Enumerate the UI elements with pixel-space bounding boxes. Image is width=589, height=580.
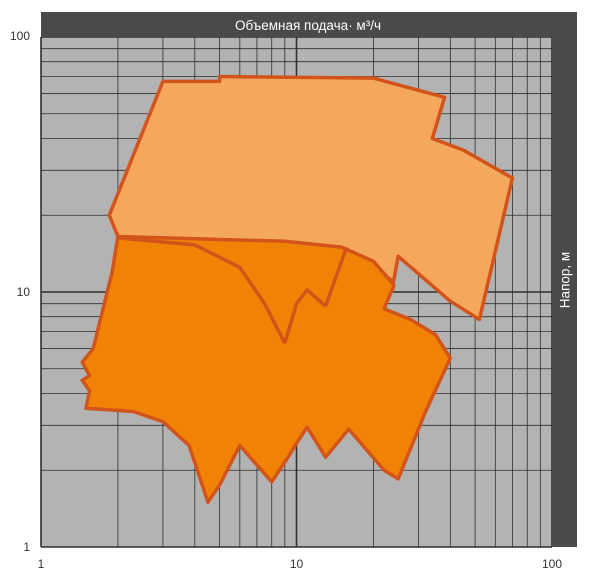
performance-fields: [80, 74, 515, 504]
field-boundary-2: [283, 288, 327, 344]
field-boundary-3: [323, 246, 349, 307]
xlabel-band: [41, 12, 577, 37]
ylabel: Напор, м: [558, 252, 573, 308]
x-tick-labels: 1 10 100: [38, 557, 563, 571]
xlabel: Объемная подача· м³/ч: [235, 18, 381, 33]
y-tick-label: 1: [23, 540, 30, 554]
x-tick-label: 10: [290, 557, 304, 571]
y-tick-labels: 100 10 1: [10, 29, 30, 554]
x-tick-label: 100: [542, 557, 562, 571]
y-tick-label: 100: [10, 29, 30, 43]
performance-field-2: [80, 234, 453, 504]
x-tick-label: 1: [38, 557, 45, 571]
y-tick-label: 10: [17, 285, 31, 299]
ylabel-band: [552, 12, 577, 547]
field-boundary-1: [117, 236, 287, 344]
